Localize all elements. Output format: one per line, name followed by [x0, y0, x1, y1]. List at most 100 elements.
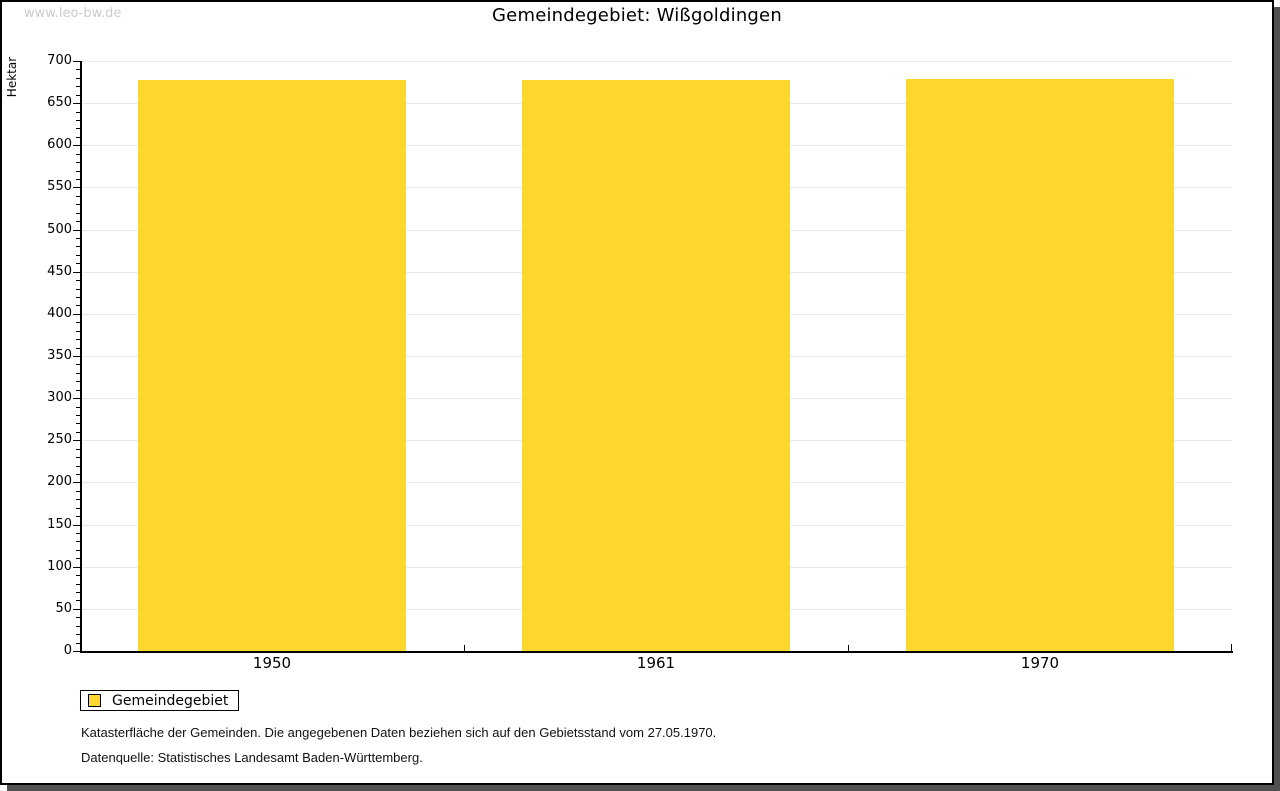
y-tick-minor — [76, 432, 80, 433]
y-tick-major — [73, 567, 80, 568]
y-tick-minor — [76, 255, 80, 256]
y-tick-minor — [76, 305, 80, 306]
y-tick-major — [73, 272, 80, 273]
y-tick-minor — [76, 592, 80, 593]
y-tick-minor — [76, 120, 80, 121]
y-tick-minor — [76, 112, 80, 113]
y-tick-minor — [76, 575, 80, 576]
y-tick-label: 50 — [55, 601, 72, 616]
y-tick-major — [73, 230, 80, 231]
y-tick-major — [73, 145, 80, 146]
y-tick-minor — [76, 634, 80, 635]
y-tick-minor — [76, 466, 80, 467]
y-tick-minor — [76, 86, 80, 87]
y-tick-minor — [76, 128, 80, 129]
legend-swatch — [88, 694, 101, 707]
y-tick-minor — [76, 246, 80, 247]
y-tick-minor — [76, 499, 80, 500]
y-tick-label: 450 — [47, 264, 72, 279]
y-tick-minor — [76, 423, 80, 424]
y-tick-label: 600 — [47, 137, 72, 152]
bar-1950 — [138, 80, 406, 651]
y-tick-minor — [76, 162, 80, 163]
y-tick-major — [73, 356, 80, 357]
y-tick-minor — [76, 339, 80, 340]
x-tick-label: 1970 — [1020, 654, 1060, 672]
x-axis-end-tick — [1231, 644, 1232, 651]
x-boundary-tick — [848, 645, 849, 651]
footnote-description: Katasterfläche der Gemeinden. Die angege… — [81, 725, 717, 740]
y-tick-major — [73, 609, 80, 610]
y-tick-major — [73, 314, 80, 315]
x-tick-label: 1961 — [636, 654, 676, 672]
bar-1961 — [522, 80, 790, 651]
y-tick-minor — [76, 449, 80, 450]
y-tick-label: 100 — [47, 559, 72, 574]
y-tick-minor — [76, 550, 80, 551]
watermark: www.leo-bw.de — [24, 6, 122, 21]
y-tick-minor — [76, 196, 80, 197]
footnote-data-source: Datenquelle: Statistisches Landesamt Bad… — [81, 750, 423, 765]
y-tick-minor — [76, 289, 80, 290]
y-tick-major — [73, 187, 80, 188]
y-tick-minor — [76, 643, 80, 644]
y-tick-minor — [76, 78, 80, 79]
y-tick-major — [73, 525, 80, 526]
y-tick-label: 0 — [63, 643, 72, 658]
y-tick-label: 550 — [47, 179, 72, 194]
y-tick-major — [73, 61, 80, 62]
y-tick-label: 350 — [47, 348, 72, 363]
y-tick-label: 700 — [47, 53, 72, 68]
y-tick-minor — [76, 238, 80, 239]
y-tick-minor — [76, 457, 80, 458]
y-tick-minor — [76, 474, 80, 475]
y-tick-label: 200 — [47, 474, 72, 489]
y-tick-minor — [76, 558, 80, 559]
y-tick-minor — [76, 533, 80, 534]
y-tick-label: 400 — [47, 306, 72, 321]
y-tick-minor — [76, 348, 80, 349]
y-tick-minor — [76, 373, 80, 374]
y-tick-label: 500 — [47, 222, 72, 237]
y-tick-minor — [76, 364, 80, 365]
legend-label: Gemeindegebiet — [112, 692, 229, 709]
y-tick-minor — [76, 322, 80, 323]
x-axis-line — [80, 651, 1233, 653]
x-boundary-tick — [464, 645, 465, 651]
y-tick-label: 250 — [47, 432, 72, 447]
gridline — [80, 61, 1232, 62]
y-tick-minor — [76, 626, 80, 627]
y-tick-minor — [76, 508, 80, 509]
x-tick-label: 1950 — [252, 654, 292, 672]
y-tick-minor — [76, 263, 80, 264]
y-tick-minor — [76, 95, 80, 96]
y-tick-label: 300 — [47, 390, 72, 405]
y-tick-major — [73, 103, 80, 104]
y-tick-minor — [76, 491, 80, 492]
y-tick-minor — [76, 381, 80, 382]
y-tick-label: 150 — [47, 517, 72, 532]
y-axis-line — [80, 61, 82, 653]
chart-title: Gemeindegebiet: Wißgoldingen — [492, 5, 782, 26]
y-tick-minor — [76, 280, 80, 281]
y-tick-major — [73, 440, 80, 441]
y-tick-minor — [76, 600, 80, 601]
y-tick-minor — [76, 154, 80, 155]
y-tick-minor — [76, 137, 80, 138]
y-tick-minor — [76, 390, 80, 391]
y-tick-minor — [76, 171, 80, 172]
y-tick-minor — [76, 407, 80, 408]
y-tick-minor — [76, 541, 80, 542]
y-tick-minor — [76, 516, 80, 517]
y-tick-minor — [76, 213, 80, 214]
legend: Gemeindegebiet — [80, 690, 240, 711]
y-tick-minor — [76, 584, 80, 585]
y-tick-minor — [76, 69, 80, 70]
y-tick-minor — [76, 221, 80, 222]
y-tick-minor — [76, 331, 80, 332]
y-tick-minor — [76, 204, 80, 205]
y-tick-major — [73, 398, 80, 399]
y-tick-major — [73, 482, 80, 483]
bar-1970 — [906, 79, 1174, 651]
